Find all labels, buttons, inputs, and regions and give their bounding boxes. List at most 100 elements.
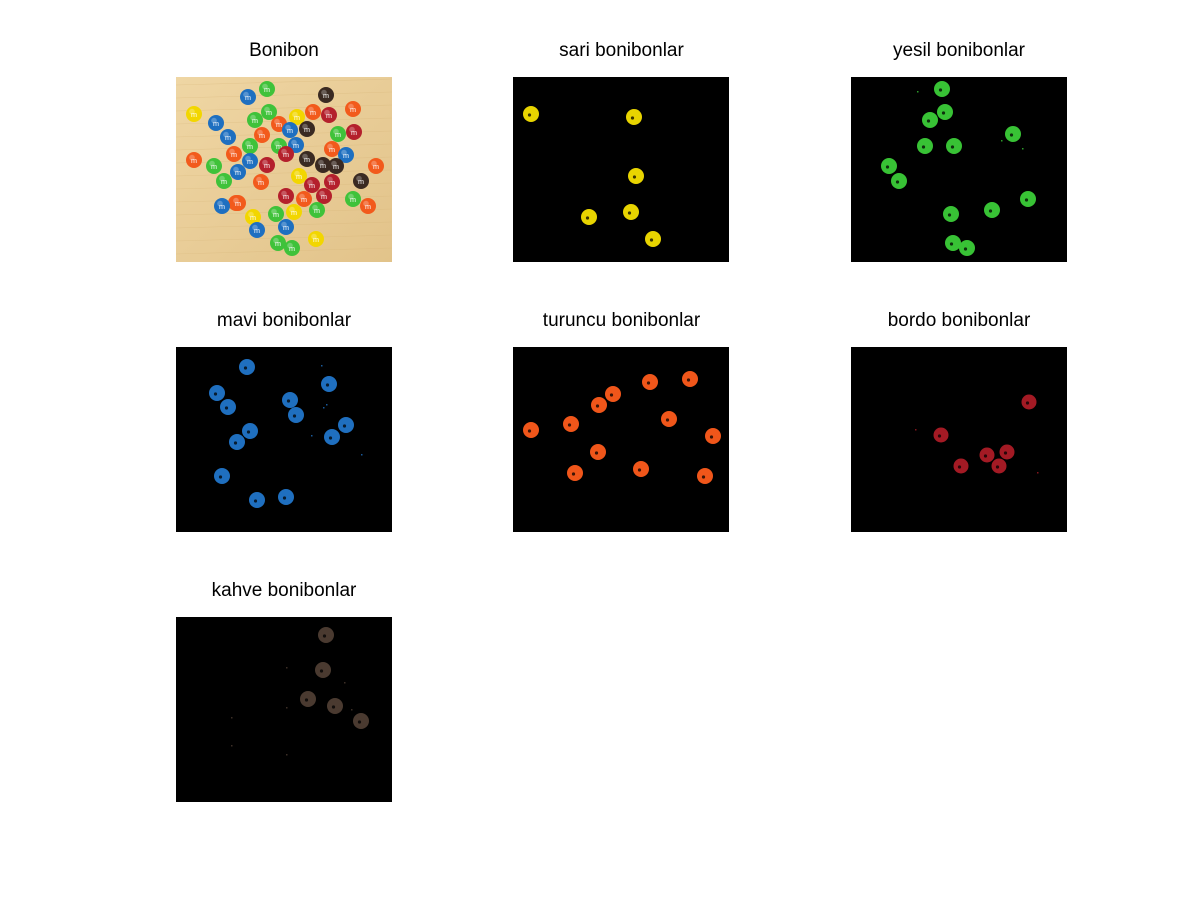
svg-text:m: m [254,226,260,235]
svg-text:m: m [310,108,316,117]
panel-blue: mavi bonibonlar [176,310,392,532]
candy [891,173,907,189]
candy [220,399,236,415]
svg-text:m: m [335,130,341,139]
svg-text:m: m [314,206,320,215]
candy [353,713,369,729]
candy [881,158,897,174]
svg-text:m: m [350,105,356,114]
svg-text:m: m [191,156,197,165]
candy: m [242,138,258,154]
svg-text:m: m [273,210,279,219]
candy [1021,394,1037,410]
green-mask-svg [851,77,1067,262]
candy: m [268,206,284,222]
svg-text:m: m [275,239,281,248]
candy [946,138,962,154]
yellow-mask-svg [513,77,729,262]
candy [605,386,621,402]
candy: m [299,121,315,137]
candy: m [242,153,258,169]
svg-text:m: m [276,120,282,129]
candy [623,204,639,220]
panel-title: mavi bonibonlar [216,310,352,331]
candy [563,416,579,432]
candy [626,109,642,125]
candy [959,240,975,256]
candy: m [284,240,300,256]
candy [214,468,230,484]
svg-text:m: m [283,150,289,159]
svg-text:m: m [333,162,339,171]
candy [937,104,953,120]
svg-text:m: m [250,213,256,222]
candy: m [309,202,325,218]
candy: m [346,124,362,140]
svg-text:m: m [329,178,335,187]
svg-text:m: m [247,142,253,151]
candy: m [253,174,269,190]
candy [324,429,340,445]
svg-text:m: m [276,142,282,151]
mask-background [851,347,1067,532]
candy: m [338,147,354,163]
candy: m [230,164,246,180]
candy: m [296,191,312,207]
candy [278,489,294,505]
blue-mask-image [176,347,392,532]
candy [318,627,334,643]
candy: m [216,173,232,189]
svg-text:m: m [326,111,332,120]
svg-text:m: m [293,141,299,150]
candy: m [360,198,376,214]
candy: m [328,158,344,174]
candy: m [249,222,265,238]
candy [523,106,539,122]
candy [933,427,949,443]
svg-text:m: m [252,116,258,125]
candy: m [259,157,275,173]
candy: m [230,195,246,211]
candy [645,231,661,247]
candy [567,465,583,481]
svg-text:m: m [309,181,315,190]
panel-brown: kahve bonibonlar [176,580,392,802]
candy: m [321,107,337,123]
candy [239,359,255,375]
candy [661,411,677,427]
candy [922,112,938,128]
candy [984,202,1000,218]
candy: m [245,209,261,225]
svg-text:m: m [245,93,251,102]
candy: m [186,152,202,168]
svg-text:m: m [247,157,253,166]
svg-text:m: m [221,177,227,186]
candy [1005,126,1021,142]
candy: m [330,126,346,142]
svg-text:m: m [287,126,293,135]
candy [300,691,316,707]
candy: m [318,87,334,103]
svg-text:m: m [258,178,264,187]
candy [979,447,995,463]
candy [999,444,1015,460]
candy [943,206,959,222]
candy [590,444,606,460]
svg-text:m: m [264,85,270,94]
candy: m [305,104,321,120]
candy [288,407,304,423]
candy [581,209,597,225]
svg-text:m: m [266,108,272,117]
candy: m [206,158,222,174]
svg-text:m: m [365,202,371,211]
candy: m [226,146,242,162]
panel-title: yesil bonibonlar [892,40,1026,61]
candy [697,468,713,484]
mask-background [176,617,392,802]
panel-title: bordo bonibonlar [887,310,1031,331]
svg-text:m: m [191,110,197,119]
candy [633,461,649,477]
svg-text:m: m [235,199,241,208]
